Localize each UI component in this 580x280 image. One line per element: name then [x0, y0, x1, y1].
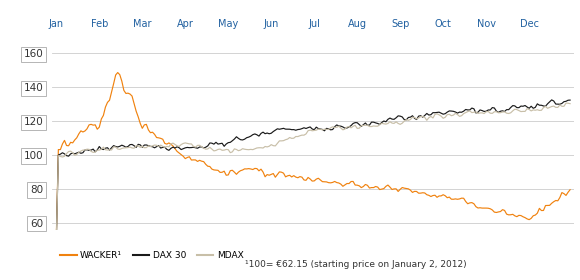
- Text: ¹100= €62.15 (starting price on January 2, 2012): ¹100= €62.15 (starting price on January …: [245, 260, 467, 269]
- Legend: WACKER¹, DAX 30, MDAX: WACKER¹, DAX 30, MDAX: [57, 248, 247, 264]
